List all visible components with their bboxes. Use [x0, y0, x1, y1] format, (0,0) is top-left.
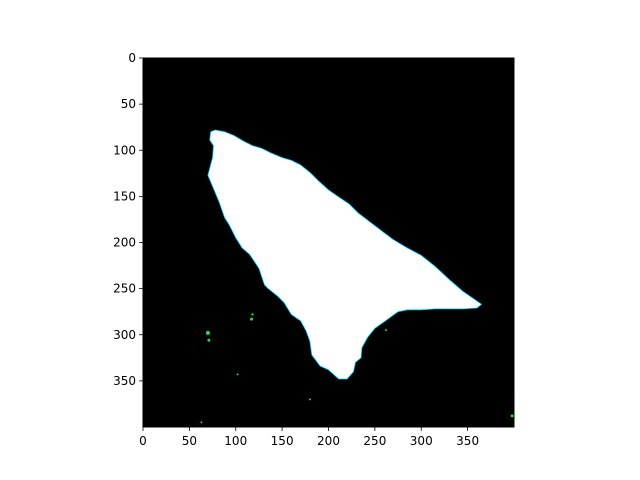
x-tick-label: 200	[317, 434, 340, 448]
x-tick-label: 350	[456, 434, 479, 448]
noise-specks	[200, 313, 514, 424]
noise-speck	[205, 330, 210, 335]
axes-frame	[142, 57, 515, 428]
y-tick-label: 100	[113, 143, 136, 157]
noise-speck	[200, 421, 203, 424]
x-tick-label: 150	[271, 434, 294, 448]
y-tick-label: 50	[121, 97, 136, 111]
y-tick-label: 200	[113, 236, 136, 250]
x-tick-label: 50	[182, 434, 197, 448]
x-tick-label: 250	[363, 434, 386, 448]
x-tick-label: 300	[410, 434, 433, 448]
x-axis-ticks: 0 50 100 150 200 250 300 350	[139, 427, 479, 448]
y-tick-label: 0	[128, 51, 136, 65]
noise-speck	[251, 313, 254, 316]
y-axis-ticks: 0 50 100 150 200 250 300 350	[113, 51, 143, 388]
x-tick-label: 0	[139, 434, 147, 448]
y-tick-label: 350	[113, 374, 136, 388]
noise-speck	[510, 414, 514, 418]
white-mask-region	[207, 129, 482, 380]
y-tick-label: 150	[113, 189, 136, 203]
x-tick-label: 100	[224, 434, 247, 448]
noise-speck	[308, 398, 311, 401]
noise-speck	[236, 373, 239, 376]
y-tick-label: 300	[113, 328, 136, 342]
y-tick-label: 250	[113, 282, 136, 296]
noise-speck	[250, 317, 254, 321]
noise-speck	[207, 338, 211, 342]
noise-speck	[385, 329, 388, 332]
